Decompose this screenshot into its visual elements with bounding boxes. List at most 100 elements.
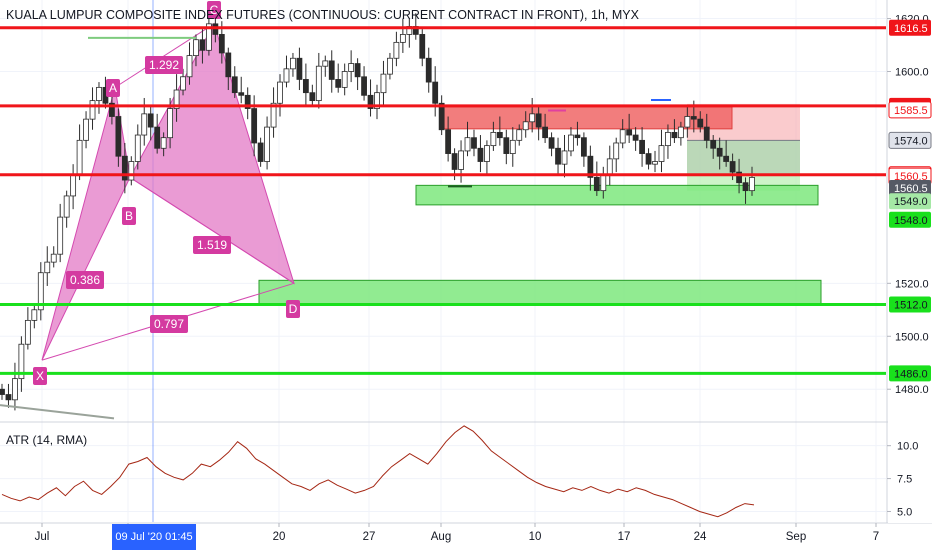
candle-body (484, 145, 490, 162)
candle-body (121, 155, 128, 181)
candle-body (251, 108, 258, 144)
candle-body (387, 57, 393, 75)
pattern-triangle-xab (41, 87, 131, 361)
candle-body (445, 129, 452, 154)
candle-body (516, 129, 523, 141)
price-tag-label: 1574.0 (894, 135, 928, 147)
candle-body (690, 116, 697, 120)
atr-pane (0, 421, 932, 518)
position-overlap (687, 140, 800, 175)
chart-title: KUALA LUMPUR COMPOSITE INDEX FUTURES (CO… (6, 8, 639, 22)
candle-body (238, 92, 245, 96)
pattern-point-a-label: A (109, 81, 117, 95)
pattern-point-d-label: D (289, 302, 298, 316)
candle-body (348, 63, 355, 72)
time-tick-label: 17 (618, 531, 631, 543)
candle-body (645, 153, 652, 165)
candle-body (354, 63, 361, 78)
candle-body (490, 131, 497, 147)
price-tag (889, 179, 931, 196)
candle-body (503, 137, 510, 154)
pattern-point-x-badge (33, 367, 47, 385)
price-tag-label: 1486.0 (894, 368, 928, 380)
time-tick-label: Aug (431, 531, 451, 543)
candle-body (83, 118, 89, 141)
pattern-point-d-badge (286, 300, 300, 318)
price-tick-label: 1480.0 (895, 384, 929, 396)
atr-line (1, 425, 755, 518)
price-tag-label: 1548.0 (894, 215, 928, 227)
price-tag (889, 193, 931, 210)
candle-body (115, 116, 122, 157)
candle-body (147, 113, 154, 128)
candle-body (270, 102, 277, 128)
harmonic-pattern[interactable] (41, 22, 295, 361)
candle-body (264, 126, 270, 162)
candle-body (619, 129, 626, 144)
candle-body (393, 41, 400, 59)
price-tag-label: 1585.5 (894, 105, 928, 117)
price-tag-label: 1560.5 (894, 183, 928, 195)
candle-body (658, 145, 665, 162)
candle-body (57, 216, 64, 255)
candle-body (50, 253, 57, 263)
price-tag (889, 19, 931, 36)
pattern-ratio-label: 1.519 (197, 238, 227, 252)
horizontal-levels[interactable] (0, 26, 886, 420)
candle-body (12, 378, 18, 401)
candle-body (464, 137, 471, 152)
candle-body (199, 39, 206, 51)
candle-body (652, 161, 658, 165)
candle-body (0, 388, 5, 395)
candle-body (134, 134, 141, 162)
candle-body (703, 126, 710, 141)
pattern-ratio-label: 0.386 (70, 273, 100, 287)
pattern-leg-ac (114, 23, 215, 88)
candles (0, 7, 755, 411)
pattern-ratio-label: 1.292 (149, 58, 179, 72)
candle-body (205, 23, 212, 51)
candle-body (186, 55, 193, 78)
candle-body (96, 86, 102, 102)
candle-body (425, 57, 432, 83)
candle-body (671, 131, 678, 139)
candle-body (367, 94, 374, 109)
candle-body (665, 131, 671, 147)
candle-body (328, 60, 335, 80)
pattern-point-c-badge (207, 1, 221, 19)
candle-body (5, 394, 12, 401)
candle-body (70, 174, 77, 197)
price-tag-label: 1512.0 (894, 299, 928, 311)
time-tick-label: 27 (363, 531, 376, 543)
candle-body (283, 68, 290, 83)
demand-zone (415, 184, 819, 206)
candle-body (535, 113, 542, 128)
zones (258, 103, 822, 306)
candle-body (231, 76, 238, 94)
candle-body (193, 39, 199, 57)
price-axis-bg (888, 0, 932, 523)
candle-body (677, 126, 684, 139)
candle-body (600, 174, 607, 192)
candle-body (109, 102, 115, 117)
price-tag (888, 101, 932, 119)
candle-body (315, 65, 322, 102)
candle-body (593, 177, 600, 192)
pattern-point-x-label: X (36, 369, 44, 383)
candle-body (529, 113, 536, 123)
candle-body (522, 121, 529, 131)
time-tick-label: Sep (786, 531, 806, 543)
candle-body (509, 139, 516, 154)
candle-body (167, 108, 174, 139)
candle-body (574, 134, 581, 139)
candle-body (374, 92, 380, 109)
candle-body (302, 79, 309, 94)
price-tag-label: 1616.5 (894, 23, 928, 35)
candle-body (18, 343, 25, 380)
pattern-target-zone (258, 279, 822, 306)
candle-body (225, 52, 232, 78)
candle-body (587, 155, 594, 178)
candle-body (749, 177, 755, 192)
